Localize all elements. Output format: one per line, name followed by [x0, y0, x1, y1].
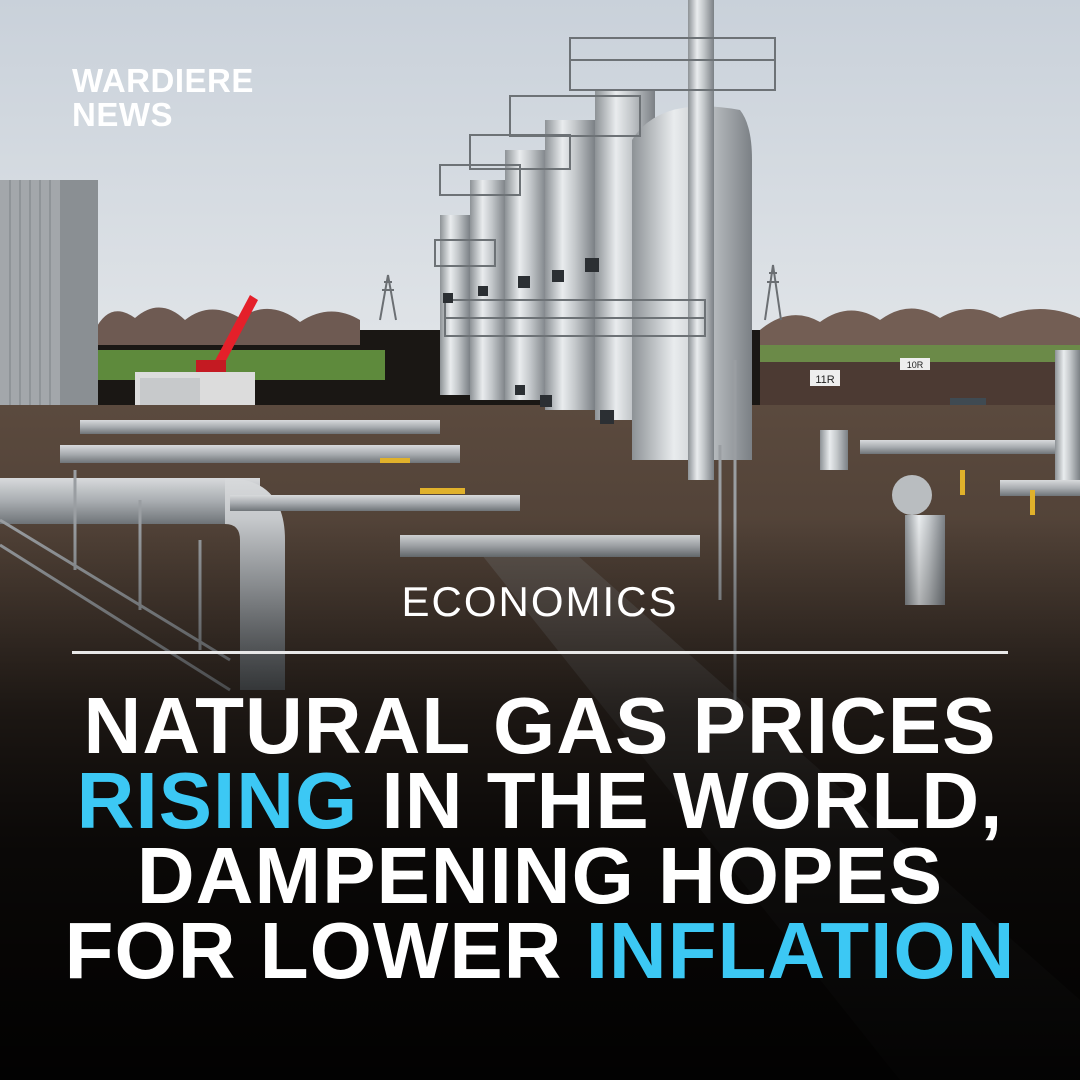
divider-line — [72, 651, 1008, 654]
headline-line-2: RISING IN THE WORLD, — [0, 761, 1080, 841]
headline-line-3: DAMPENING HOPES — [136, 831, 944, 920]
category-label: ECONOMICS — [401, 578, 679, 625]
headline-line-1: NATURAL GAS PRICES — [83, 681, 997, 770]
brand-line-1: WARDIERE — [72, 62, 254, 99]
headline-line-4-start: FOR LOWER — [64, 906, 586, 995]
headline-highlight-rising: RISING — [76, 756, 359, 845]
headline-line-2-rest: IN THE WORLD, — [358, 756, 1004, 845]
headline-line-4: FOR LOWER INFLATION — [0, 911, 1080, 991]
headline: NATURAL GAS PRICES RISING IN THE WORLD, … — [0, 681, 1080, 991]
brand-line-2: NEWS — [72, 96, 173, 133]
headline-highlight-inflation: INFLATION — [585, 906, 1016, 995]
brand-logo: WARDIERE NEWS — [72, 64, 254, 132]
